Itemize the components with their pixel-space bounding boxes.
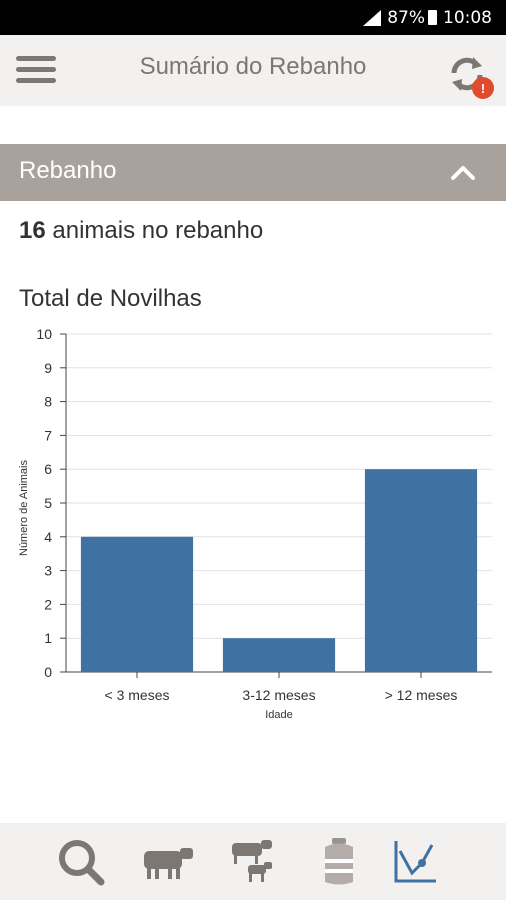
y-tick-label: 0: [44, 664, 52, 680]
y-tick-label: 1: [44, 630, 52, 646]
milk-can-icon[interactable]: [320, 837, 358, 887]
bar: [364, 469, 478, 672]
bar: [80, 536, 194, 672]
y-tick-label: 5: [44, 495, 52, 511]
page-title: Sumário do Rebanho: [139, 53, 367, 80]
y-tick-label: 9: [44, 360, 52, 376]
y-tick-label: 2: [44, 596, 52, 612]
herd-section-header[interactable]: Rebanho: [0, 144, 506, 201]
herd-count-text: 16 animais no rebanho: [19, 217, 263, 245]
herd-count-label: animais no rebanho: [52, 217, 264, 244]
heifers-bar-chart: 0 1 2 3 4 5 6 7 8 9 10 < 3 meses 3-12 meses > 12 mese…: [18, 326, 492, 721]
search-icon[interactable]: [56, 837, 108, 887]
x-tick-label: 3-12 meses: [242, 687, 315, 703]
y-tick-label: 6: [44, 461, 52, 477]
cow-icon[interactable]: [140, 837, 196, 887]
x-tick-label: < 3 meses: [105, 687, 170, 703]
y-tick-label: 3: [44, 563, 52, 579]
menu-icon[interactable]: [16, 56, 56, 86]
signal-icon: [363, 9, 382, 26]
x-axis-label: Idade: [265, 709, 293, 721]
sync-alert-badge: !: [472, 77, 494, 99]
y-tick-label: 7: [44, 427, 52, 443]
battery-percent: 87%: [387, 7, 425, 28]
clock: 10:08: [443, 7, 492, 28]
herd-count-number: 16: [19, 217, 46, 244]
y-tick-label: 8: [44, 394, 52, 410]
status-bar: 87% 10:08: [0, 0, 506, 35]
bottom-navigation: [0, 823, 506, 900]
section-title: Rebanho: [19, 157, 117, 184]
chart-title: Total de Novilhas: [19, 285, 202, 312]
y-axis-label: Número de Animais: [18, 460, 30, 556]
bar: [222, 638, 336, 672]
chevron-up-icon[interactable]: [450, 161, 476, 183]
cow-calf-icon[interactable]: [230, 837, 276, 887]
chart-icon[interactable]: [392, 837, 438, 887]
app-bar: Sumário do Rebanho !: [0, 35, 506, 106]
y-tick-label: 4: [44, 529, 52, 545]
sync-icon[interactable]: [446, 53, 488, 93]
y-tick-label: 10: [36, 326, 52, 342]
battery-icon: [428, 10, 437, 25]
x-tick-label: > 12 meses: [385, 687, 458, 703]
